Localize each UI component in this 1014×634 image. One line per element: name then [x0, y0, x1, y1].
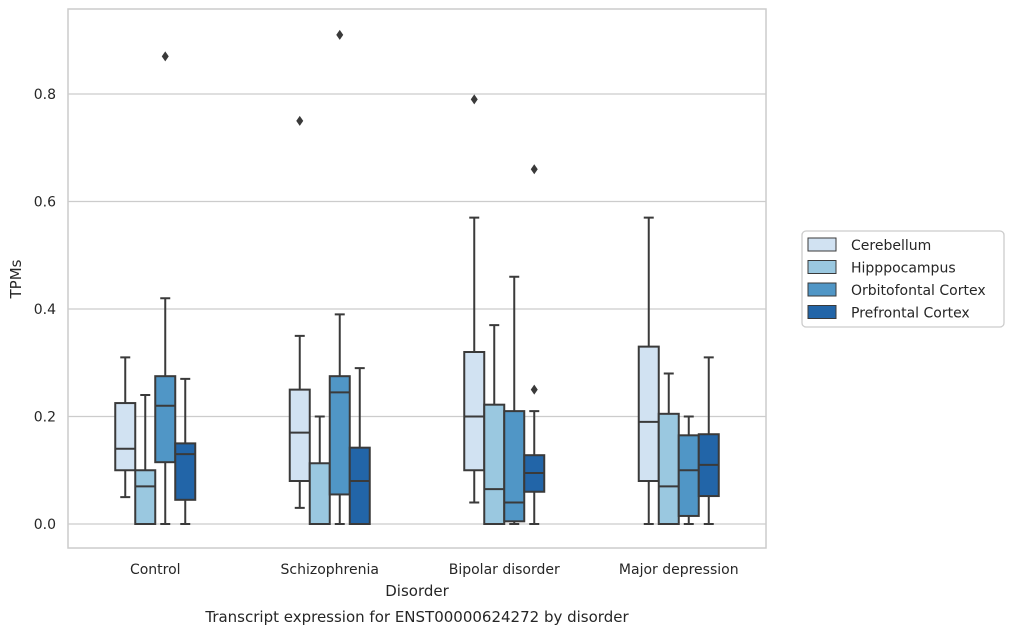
outlier-point: [470, 94, 478, 105]
legend-swatch: [807, 305, 837, 319]
box-orbitofontal-cortex: [677, 415, 700, 525]
y-tick-label: 0.0: [34, 517, 56, 533]
x-tick-label: Schizophrenia: [281, 562, 379, 578]
legend-swatch: [807, 282, 837, 297]
box-cerebellum: [114, 356, 137, 499]
legend-label: Orbitofontal Cortex: [851, 283, 986, 299]
y-tick-label: 0.4: [34, 302, 56, 318]
legend-frame: [801, 230, 1005, 328]
box-body: [657, 412, 680, 525]
box-body: [134, 469, 157, 525]
y-axis: 0.0 0.2 0.4 0.6 0.8: [34, 87, 56, 533]
plot-frame: [67, 8, 767, 549]
x-tick-label: Bipolar disorder: [449, 562, 560, 578]
y-tick-label: 0.6: [34, 195, 56, 211]
y-axis-title: TPMs: [7, 259, 25, 299]
box-body: [328, 375, 351, 496]
box-prefrontal-cortex: [523, 164, 546, 525]
box-hipppocampus: [483, 324, 506, 525]
box-prefrontal-cortex: [174, 377, 197, 525]
legend-label: Prefrontal Cortex: [851, 306, 970, 322]
box-body: [463, 351, 486, 472]
plot-area: [114, 29, 720, 526]
legend-swatch: [807, 237, 837, 252]
box-prefrontal-cortex: [697, 356, 720, 525]
outlier-point: [530, 164, 538, 175]
outlier-point: [296, 115, 304, 126]
x-tick-label: Major depression: [619, 562, 739, 578]
box-body: [677, 434, 700, 517]
box-cerebellum: [463, 94, 486, 504]
box-orbitofontal-cortex: [503, 275, 526, 525]
box-cerebellum: [288, 115, 311, 509]
box-body: [154, 375, 177, 464]
box-hipppocampus: [657, 372, 680, 525]
chart-caption: Transcript expression for ENST0000062427…: [204, 608, 629, 626]
box-hipppocampus: [134, 394, 157, 525]
box-orbitofontal-cortex: [328, 29, 351, 525]
x-axis: Control Schizophrenia Bipolar disorder Majo…: [130, 562, 739, 578]
y-tick-label: 0.2: [34, 410, 56, 426]
box-body: [114, 402, 137, 472]
x-tick-label: Control: [130, 562, 181, 578]
box-body: [637, 345, 660, 482]
outlier-point: [161, 51, 169, 62]
x-axis-title: Disorder: [385, 582, 449, 600]
box-body: [483, 403, 506, 525]
legend: Cerebellum Hipppocampus Orbitofontal Corte…: [801, 230, 1005, 328]
y-tick-label: 0.8: [34, 87, 56, 103]
outlier-point: [336, 29, 344, 40]
box-body: [174, 442, 197, 501]
box-cerebellum: [637, 216, 660, 525]
box-body: [503, 410, 526, 523]
box-body: [288, 388, 311, 482]
legend-swatch: [807, 260, 837, 274]
legend-label: Cerebellum: [851, 238, 931, 254]
legend-label: Hipppocampus: [851, 261, 956, 277]
outlier-point: [530, 384, 538, 395]
box-orbitofontal-cortex: [154, 51, 177, 525]
box-body: [308, 462, 331, 526]
box-body: [348, 446, 371, 525]
box-hipppocampus: [308, 415, 331, 526]
box-prefrontal-cortex: [348, 367, 371, 525]
